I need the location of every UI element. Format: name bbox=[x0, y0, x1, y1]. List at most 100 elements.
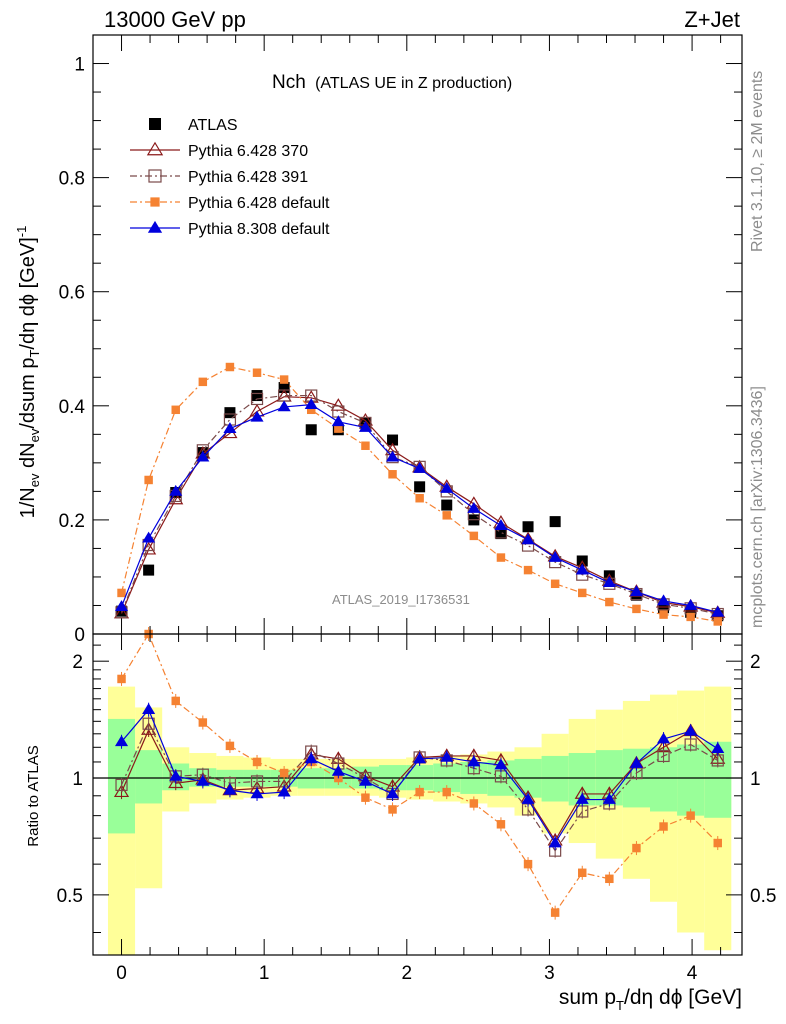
ratio-point bbox=[657, 749, 670, 763]
main-frame bbox=[92, 34, 743, 635]
data-point bbox=[629, 585, 643, 597]
mc-series bbox=[113, 388, 726, 619]
data-point bbox=[632, 604, 641, 614]
ratio-point bbox=[496, 820, 506, 829]
data-point bbox=[304, 398, 318, 410]
ratio-point bbox=[521, 793, 535, 804]
ratio-point bbox=[277, 785, 291, 797]
data-point bbox=[307, 405, 316, 415]
ratio-point bbox=[114, 735, 129, 747]
y-tick-label: 0.8 bbox=[59, 169, 85, 190]
legend-entry: ATLAS bbox=[149, 117, 238, 134]
legend-entry: Pythia 8.308 default bbox=[130, 220, 330, 238]
ratio-point bbox=[252, 757, 262, 767]
legend-entry: Pythia 6.428 default bbox=[130, 195, 330, 212]
ratio-series bbox=[114, 702, 725, 851]
ratio-point bbox=[440, 750, 454, 762]
legend-label: Pythia 6.428 default bbox=[188, 195, 330, 212]
data-point bbox=[223, 422, 237, 433]
data-point bbox=[196, 450, 210, 462]
data-point bbox=[279, 375, 289, 384]
inner-band-bin bbox=[677, 744, 705, 816]
legend-label: ATLAS bbox=[188, 117, 238, 134]
ratio-point bbox=[196, 774, 210, 786]
y-tick-label: 0.4 bbox=[59, 397, 86, 418]
ratio-point bbox=[169, 769, 183, 781]
ratio-point bbox=[494, 758, 508, 770]
ratio-series-line bbox=[120, 722, 719, 852]
data-point bbox=[305, 424, 317, 436]
x-tick-label: 1 bbox=[259, 963, 270, 984]
data-point bbox=[495, 528, 507, 540]
main-panel: 0 0.2 0.4 0.6 0.8 1 bbox=[59, 34, 743, 646]
x-axis-label: sum pT/dη dϕ [GeV] bbox=[559, 986, 742, 1013]
data-point bbox=[549, 516, 561, 528]
data-point bbox=[114, 600, 129, 611]
ratio-point bbox=[548, 836, 562, 848]
data-point bbox=[330, 398, 346, 411]
data-point bbox=[386, 450, 400, 462]
header-left: 13000 GeV pp bbox=[104, 7, 246, 32]
ratio-point bbox=[469, 799, 479, 808]
data-point bbox=[251, 390, 263, 402]
data-point bbox=[467, 501, 481, 513]
ratio-point bbox=[142, 703, 156, 715]
data-point bbox=[686, 612, 695, 622]
rivet-label: Rivet 3.1.10, ≥ 2M events bbox=[749, 71, 766, 252]
data-point bbox=[602, 576, 616, 588]
legend-marker bbox=[150, 197, 160, 207]
plot-title-sub: (ATLAS UE in Z production) bbox=[315, 75, 512, 92]
ratio-point bbox=[657, 732, 671, 744]
data-point bbox=[169, 484, 183, 496]
ratio-point bbox=[413, 752, 427, 764]
ratio-tick-label-left: 1 bbox=[72, 769, 83, 790]
ratio-point bbox=[578, 868, 587, 878]
ratio-point bbox=[575, 793, 589, 804]
data-point bbox=[659, 610, 668, 619]
data-point bbox=[388, 470, 397, 479]
legend-marker bbox=[146, 141, 164, 156]
data-point bbox=[144, 475, 153, 485]
ratio-point bbox=[659, 822, 668, 831]
data-point bbox=[657, 594, 671, 606]
y-tick-label: 0 bbox=[74, 625, 85, 646]
ratio-point bbox=[358, 774, 372, 786]
inner-band-bin bbox=[135, 750, 163, 804]
data-point bbox=[494, 519, 508, 530]
data-point bbox=[414, 481, 426, 493]
plot-title: Nch (ATLAS UE in Z production) bbox=[272, 72, 512, 93]
data-point bbox=[117, 588, 126, 598]
mc-series bbox=[117, 362, 722, 626]
ratio-point bbox=[550, 908, 560, 917]
data-point bbox=[224, 407, 236, 419]
data-point bbox=[575, 563, 589, 575]
legend: ATLAS Pythia 6.428 370 Pythia 6.428 391 Pyt… bbox=[130, 117, 330, 238]
ratio-point bbox=[713, 838, 722, 848]
ratio-point bbox=[225, 741, 235, 751]
data-point bbox=[603, 570, 615, 582]
data-point bbox=[523, 565, 533, 575]
ratio-y-axis-label: Ratio to ATLAS bbox=[25, 745, 42, 846]
inner-band-bin bbox=[541, 755, 569, 802]
main-y-axis-label: 1/Nev dNev/dsum pT/dη dϕ [GeV]-1 bbox=[14, 226, 42, 519]
data-point bbox=[252, 368, 262, 377]
data-point bbox=[685, 606, 697, 618]
ratio-point bbox=[388, 805, 397, 814]
ratio-point bbox=[686, 811, 695, 820]
ratio-point bbox=[415, 787, 424, 797]
data-point bbox=[358, 420, 372, 432]
data-point bbox=[331, 415, 345, 427]
ratio-point bbox=[602, 793, 616, 804]
data-point bbox=[143, 564, 155, 576]
ratio-panel: 0 1 2 3 4 0.5 0.5 1 1 2 2 bbox=[57, 35, 776, 984]
ratio-point bbox=[117, 674, 126, 684]
outer-band-bin bbox=[704, 686, 732, 951]
data-point bbox=[334, 424, 343, 433]
mcplots-label: mcplots.cern.ch [arXiv:1306.3436] bbox=[749, 386, 766, 628]
data-point bbox=[225, 362, 235, 372]
legend-label: Pythia 8.308 default bbox=[188, 221, 330, 238]
ratio-point bbox=[386, 787, 400, 799]
legend-marker bbox=[147, 220, 163, 233]
ratio-tick-label-left: 0.5 bbox=[57, 886, 83, 907]
data-point bbox=[441, 499, 453, 511]
